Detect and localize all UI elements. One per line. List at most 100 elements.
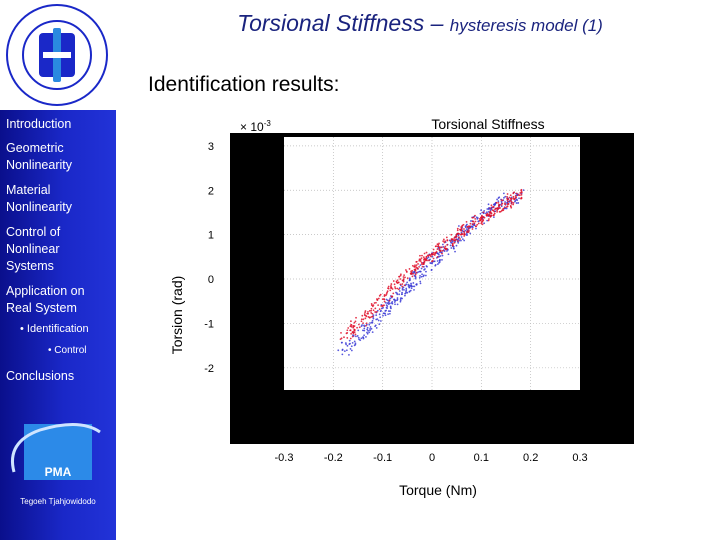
y-tick-label: 1 xyxy=(208,230,214,242)
chart-exponent: × 10-3 xyxy=(240,119,271,134)
sidebar-subitem-identification[interactable]: • Identification xyxy=(20,323,89,335)
data-point-red xyxy=(512,203,515,206)
data-point-blue xyxy=(413,271,416,273)
data-point-red xyxy=(438,242,440,245)
data-point-blue xyxy=(386,305,389,308)
data-point-blue xyxy=(401,291,403,294)
data-point-blue xyxy=(394,303,396,306)
data-point-blue xyxy=(443,250,446,253)
data-point-red xyxy=(455,238,457,241)
data-point-red xyxy=(479,219,482,222)
sidebar-item-control-nonlinear-systems[interactable]: Control of Nonlinear Systems xyxy=(6,225,61,273)
data-point-red xyxy=(490,212,493,214)
data-point-red xyxy=(443,247,446,249)
sidebar-subitem-control[interactable]: • Control xyxy=(48,345,87,356)
data-point-red xyxy=(493,212,496,215)
data-point-red xyxy=(421,254,423,257)
data-point-red xyxy=(468,230,470,232)
data-point-red xyxy=(392,292,395,295)
data-point-red xyxy=(370,309,373,312)
data-point-red xyxy=(492,214,495,217)
data-point-blue xyxy=(431,262,433,265)
data-point-red xyxy=(391,288,394,290)
data-point-blue xyxy=(396,299,399,302)
data-point-blue xyxy=(348,339,351,342)
data-point-red xyxy=(429,254,432,256)
data-point-blue xyxy=(486,211,488,214)
data-point-blue xyxy=(372,317,375,320)
data-point-blue xyxy=(389,310,392,313)
data-point-blue xyxy=(343,350,346,353)
data-point-red xyxy=(415,271,418,274)
sidebar-item-conclusions[interactable]: Conclusions xyxy=(6,369,75,383)
data-point-red xyxy=(379,293,382,296)
data-point-red xyxy=(353,328,356,331)
data-point-red xyxy=(350,324,352,326)
data-point-blue xyxy=(388,302,391,305)
data-point-red xyxy=(367,312,370,315)
data-point-blue xyxy=(441,258,443,261)
data-point-red xyxy=(471,223,474,226)
data-point-blue xyxy=(353,340,356,343)
data-point-blue xyxy=(350,345,353,348)
data-point-blue xyxy=(436,260,439,262)
data-point-blue xyxy=(447,253,450,256)
data-point-blue xyxy=(479,212,482,215)
data-point-blue xyxy=(475,227,477,230)
data-point-red xyxy=(370,304,373,307)
data-point-blue xyxy=(413,285,416,288)
data-point-red xyxy=(462,230,465,233)
data-point-blue xyxy=(414,275,417,278)
data-point-blue xyxy=(363,327,366,330)
data-point-red xyxy=(404,269,407,271)
data-point-blue xyxy=(363,329,366,332)
data-point-red xyxy=(432,251,435,254)
data-point-red xyxy=(450,233,453,236)
data-point-blue xyxy=(357,336,360,339)
data-point-blue xyxy=(414,277,417,280)
data-point-blue xyxy=(477,220,480,223)
sidebar-item-application-real-system[interactable]: Application on Real System xyxy=(6,284,85,315)
data-point-blue xyxy=(441,243,444,246)
data-point-red xyxy=(389,289,392,292)
data-point-blue xyxy=(408,277,411,280)
data-point-blue xyxy=(374,325,376,328)
data-point-red xyxy=(414,264,416,267)
data-point-red xyxy=(463,233,466,236)
data-point-blue xyxy=(465,228,468,230)
data-point-red xyxy=(346,337,349,339)
data-point-blue xyxy=(362,329,364,332)
data-point-red xyxy=(512,195,515,198)
sidebar-item-introduction[interactable]: Introduction xyxy=(6,117,72,131)
sidebar-item-geometric-nonlinearity[interactable]: Geometric Nonlinearity xyxy=(6,141,73,172)
slide-title: Torsional Stiffness – hysteresis model (… xyxy=(125,10,715,37)
data-point-red xyxy=(506,198,509,201)
data-point-blue xyxy=(383,312,386,315)
data-point-blue xyxy=(460,239,462,242)
data-point-red xyxy=(370,307,373,310)
data-point-red xyxy=(374,307,377,310)
data-point-red xyxy=(383,300,386,303)
chart: Torsional Stiffness × 10-3 Torsion (rad)… xyxy=(169,116,634,498)
data-point-blue xyxy=(349,348,352,350)
data-point-red xyxy=(365,322,368,325)
x-tick-label: -0.1 xyxy=(373,452,392,464)
data-point-blue xyxy=(454,250,456,253)
data-point-red xyxy=(399,273,402,276)
data-point-blue xyxy=(399,299,402,302)
data-point-red xyxy=(446,239,449,241)
data-point-blue xyxy=(457,225,460,227)
data-point-blue xyxy=(386,302,389,305)
data-point-blue xyxy=(403,289,405,291)
data-point-red xyxy=(354,320,357,323)
data-point-red xyxy=(512,202,515,204)
data-point-red xyxy=(378,308,381,311)
data-point-red xyxy=(386,290,389,293)
data-point-red xyxy=(475,225,478,228)
sidebar-item-material-nonlinearity[interactable]: Material Nonlinearity xyxy=(6,183,73,214)
data-point-red xyxy=(418,259,421,262)
data-point-blue xyxy=(418,270,421,273)
data-point-red xyxy=(493,210,496,213)
data-point-red xyxy=(509,199,511,202)
data-point-blue xyxy=(412,282,415,284)
